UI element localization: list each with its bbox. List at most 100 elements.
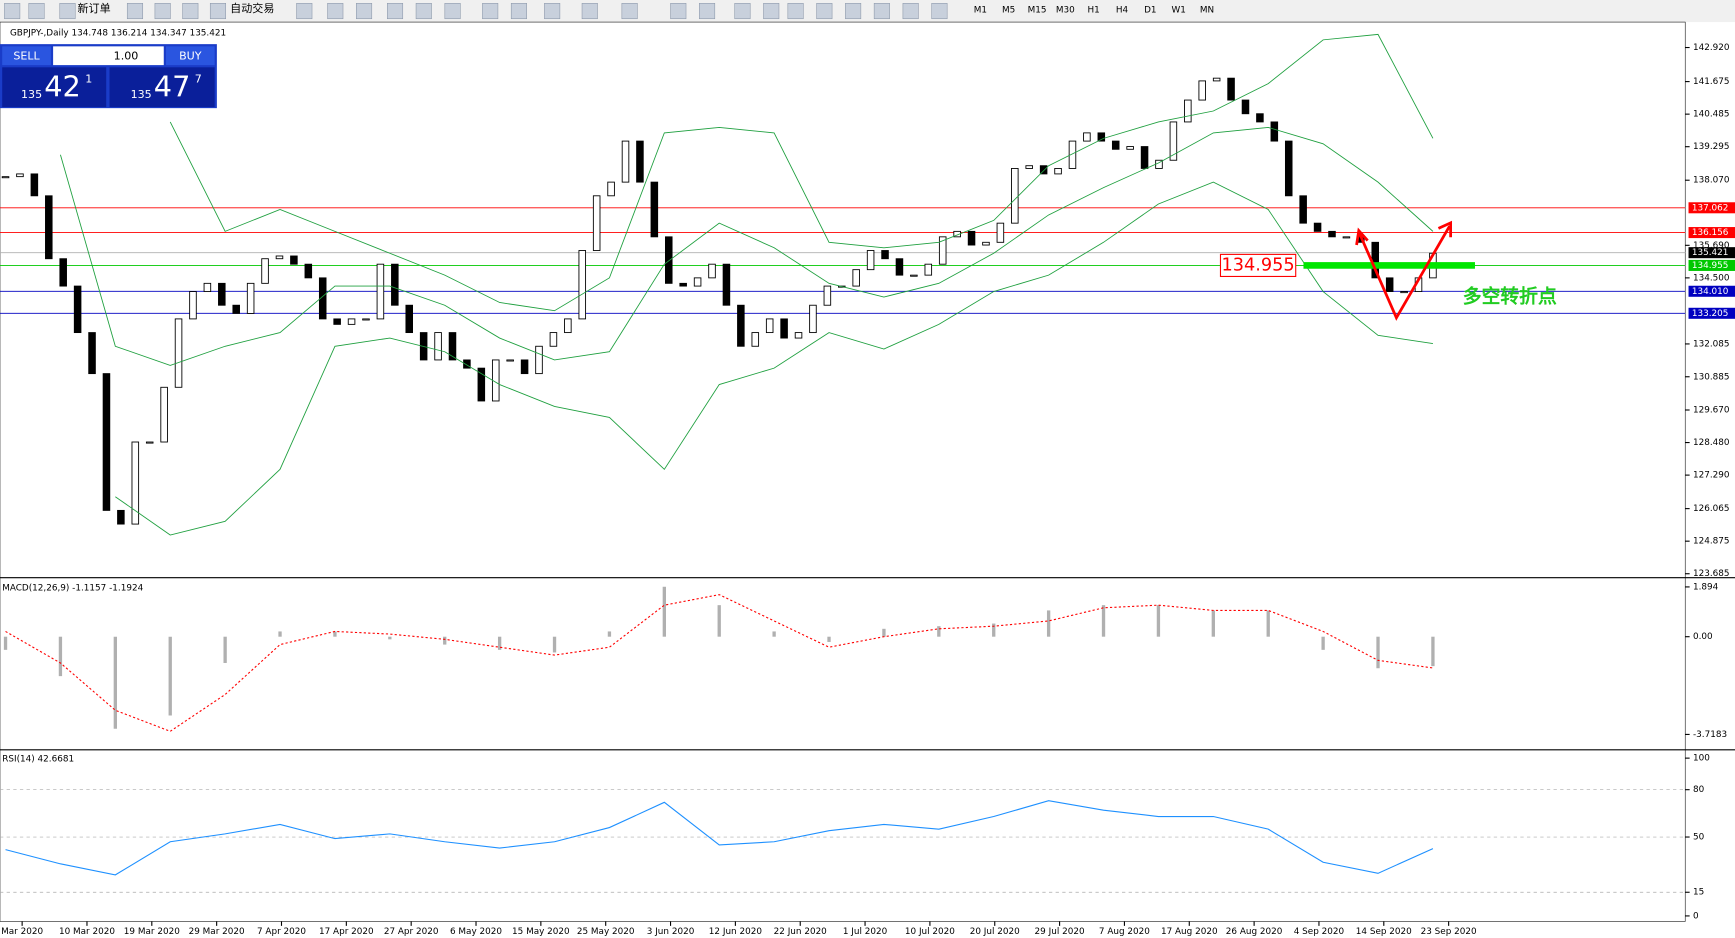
toolbar-icon[interactable] bbox=[296, 3, 313, 20]
macd-title: MACD(12,26,9) -1.1157 -1.1924 bbox=[2, 584, 143, 594]
candle bbox=[290, 255, 298, 265]
y-tick-label: 141.675 bbox=[1693, 77, 1730, 87]
buy-button[interactable] bbox=[165, 46, 215, 66]
lot-value[interactable]: 1.00 bbox=[114, 49, 139, 62]
y-tick-label: 130.885 bbox=[1693, 372, 1730, 382]
toolbar-icon[interactable] bbox=[544, 3, 561, 20]
timeframe-button[interactable]: H1 bbox=[1088, 5, 1100, 15]
x-tick-label: 19 Mar 2020 bbox=[124, 927, 180, 937]
toolbar-icon[interactable] bbox=[699, 3, 716, 20]
x-tick-label: 10 Jul 2020 bbox=[905, 927, 955, 937]
toolbar-icon[interactable] bbox=[28, 3, 45, 20]
candle bbox=[1385, 277, 1394, 292]
toolbar-icon[interactable] bbox=[845, 3, 862, 20]
candle bbox=[1039, 165, 1048, 175]
candle bbox=[679, 282, 687, 287]
candle bbox=[1328, 230, 1336, 238]
candle bbox=[88, 332, 96, 375]
sell-price-box[interactable] bbox=[2, 67, 107, 108]
toolbar-icon[interactable] bbox=[621, 3, 638, 20]
candle bbox=[405, 304, 414, 334]
candle bbox=[967, 230, 976, 246]
toolbar-icon[interactable] bbox=[356, 3, 373, 20]
toolbar-icon[interactable] bbox=[387, 3, 404, 20]
candle bbox=[506, 359, 514, 362]
timeframe-button[interactable]: M30 bbox=[1056, 5, 1075, 15]
x-tick-label: 17 Aug 2020 bbox=[1161, 927, 1218, 937]
y-tick-label: 135.690 bbox=[1693, 241, 1730, 251]
v-arrow bbox=[1355, 220, 1453, 321]
candle bbox=[1, 176, 10, 179]
timeframe-button[interactable]: D1 bbox=[1144, 5, 1156, 15]
level-label: 133.205 bbox=[1692, 309, 1729, 319]
x-tick-label: 12 Jun 2020 bbox=[709, 927, 763, 937]
candle bbox=[362, 318, 370, 321]
timeframe-button[interactable]: M5 bbox=[1002, 5, 1015, 15]
candle bbox=[1025, 165, 1033, 169]
candle bbox=[751, 332, 760, 347]
candle bbox=[650, 181, 659, 238]
toolbar-icon[interactable] bbox=[154, 3, 171, 20]
toolbar-icon[interactable] bbox=[763, 3, 780, 20]
candle bbox=[232, 304, 240, 314]
candle bbox=[477, 367, 486, 402]
candle bbox=[535, 345, 543, 375]
toolbar-icon[interactable] bbox=[4, 3, 21, 20]
symbol-title: GBPJPY-,Daily 134.748 136.214 134.347 13… bbox=[10, 29, 226, 39]
toolbar-icon[interactable] bbox=[931, 3, 948, 20]
y-tick-label: 50 bbox=[1693, 833, 1705, 843]
chart-area bbox=[0, 21, 1686, 922]
candle bbox=[59, 258, 67, 287]
toolbar-icon[interactable] bbox=[126, 3, 144, 20]
candle bbox=[636, 140, 644, 183]
candle bbox=[1284, 140, 1293, 197]
candle bbox=[1054, 168, 1062, 175]
toolbar-icon[interactable] bbox=[670, 3, 687, 20]
buy-label[interactable]: BUY bbox=[179, 49, 202, 62]
sell-pips: 42 bbox=[44, 69, 81, 103]
candle bbox=[982, 241, 990, 246]
toolbar-icon[interactable] bbox=[182, 3, 199, 20]
buy-price-box[interactable] bbox=[109, 67, 215, 108]
timeframe-button[interactable]: M15 bbox=[1028, 5, 1047, 15]
bollinger-lower bbox=[115, 181, 1433, 536]
x-tick-label: 17 Apr 2020 bbox=[319, 927, 374, 937]
sell-label[interactable]: SELL bbox=[13, 49, 40, 62]
toolbar-icon[interactable] bbox=[482, 3, 499, 20]
candle bbox=[376, 263, 385, 320]
y-tick-label: 100 bbox=[1693, 754, 1710, 764]
level-label: 134.010 bbox=[1692, 287, 1729, 297]
toolbar-icon[interactable] bbox=[327, 3, 344, 20]
sell-button[interactable] bbox=[2, 46, 51, 66]
toolbar-icon[interactable] bbox=[59, 3, 76, 20]
toolbar-icon[interactable] bbox=[581, 3, 598, 20]
auto-trading[interactable]: 自动交易 bbox=[230, 1, 274, 15]
candle bbox=[665, 236, 673, 284]
level-tag bbox=[1688, 259, 1735, 271]
rsi-line bbox=[5, 800, 1434, 876]
toolbar-icon[interactable] bbox=[902, 3, 919, 20]
toolbar bbox=[0, 0, 1735, 23]
y-tick-label: 132.085 bbox=[1693, 339, 1730, 349]
timeframe-button[interactable]: MN bbox=[1200, 5, 1214, 15]
timeframe-button[interactable]: H4 bbox=[1116, 5, 1129, 15]
candle bbox=[1068, 140, 1077, 169]
lot-input[interactable] bbox=[53, 46, 164, 66]
toolbar-icon[interactable] bbox=[787, 3, 804, 20]
toolbar-icon[interactable] bbox=[873, 3, 890, 20]
toolbar-icon[interactable] bbox=[415, 3, 432, 20]
candle bbox=[434, 332, 442, 361]
candle bbox=[592, 195, 601, 251]
timeframe-button[interactable]: W1 bbox=[1171, 5, 1185, 15]
toolbar-icon[interactable] bbox=[816, 3, 833, 20]
candle bbox=[1270, 121, 1279, 142]
toolbar-icon[interactable] bbox=[444, 3, 461, 20]
toolbar-icon[interactable] bbox=[734, 3, 751, 20]
new-order[interactable]: 新订单 bbox=[77, 1, 110, 15]
level-label: 136.156 bbox=[1692, 228, 1729, 238]
toolbar-icon[interactable] bbox=[510, 3, 527, 20]
toolbar-icon[interactable] bbox=[209, 3, 227, 20]
candle bbox=[866, 250, 875, 271]
timeframe-button[interactable]: M1 bbox=[974, 5, 987, 15]
